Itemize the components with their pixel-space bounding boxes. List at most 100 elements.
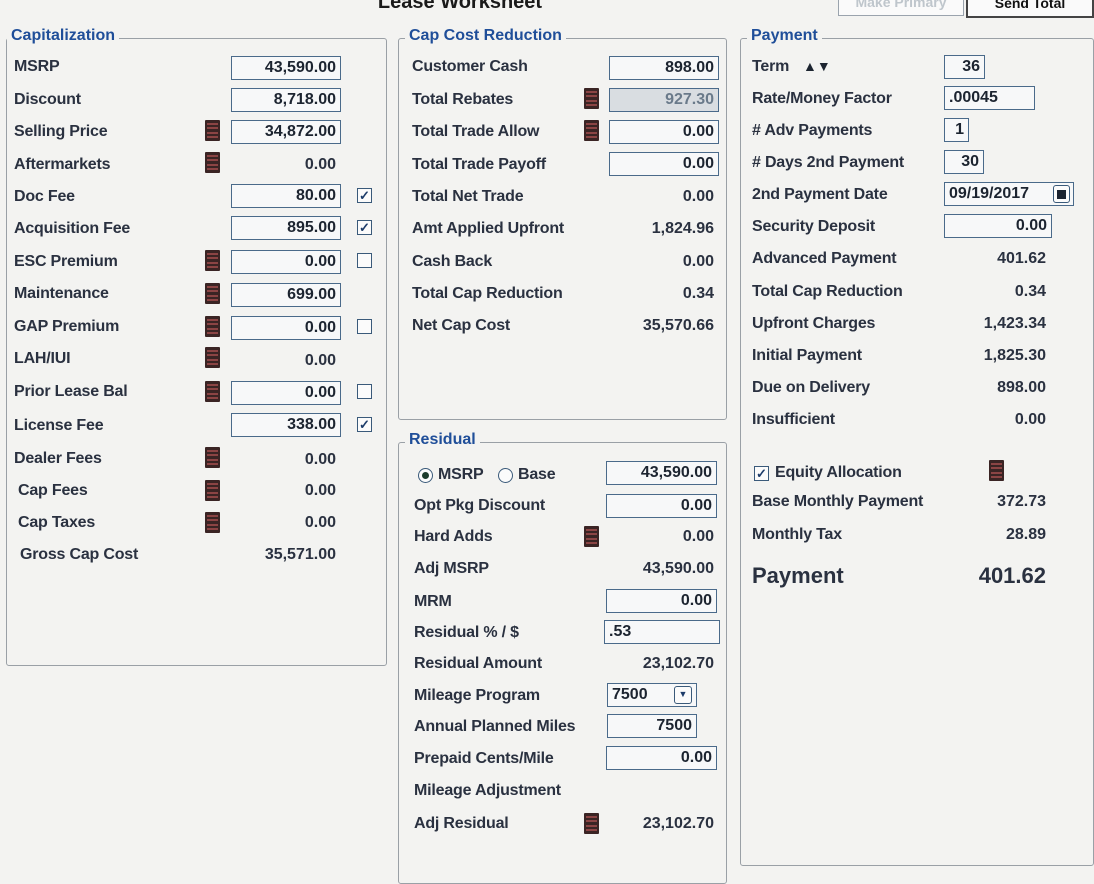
prior-lease-bal-field[interactable]: 0.00	[231, 381, 341, 405]
prior-lease-bal-label: Prior Lease Bal	[14, 383, 128, 400]
dealer-fees-calc-icon[interactable]	[205, 447, 220, 468]
initial-payment-value: 1,825.30	[983, 347, 1046, 364]
discount-field[interactable]: 8,718.00	[231, 88, 341, 112]
opt-pkg-discount-field[interactable]: 0.00	[606, 494, 717, 518]
selling-price-label: Selling Price	[14, 123, 108, 140]
maintenance-label: Maintenance	[14, 285, 109, 302]
opt-pkg-discount-label: Opt Pkg Discount	[414, 497, 546, 514]
insufficient-label: Insufficient	[752, 411, 835, 428]
monthly-tax-value: 28.89	[1005, 526, 1046, 543]
residual-msrp-option-label: MSRP	[438, 466, 484, 483]
msrp-field[interactable]: 43,590.00	[231, 56, 341, 80]
total-trade-payoff-field[interactable]: 0.00	[609, 152, 719, 176]
adj-residual-calc-icon[interactable]	[584, 813, 599, 834]
customer-cash-field[interactable]: 898.00	[609, 56, 719, 80]
discount-label: Discount	[14, 91, 81, 108]
mileage-program-label: Mileage Program	[414, 687, 540, 704]
maintenance-field[interactable]: 699.00	[231, 283, 341, 307]
days-2nd-payment-field[interactable]: 30	[944, 150, 984, 174]
cap-taxes-calc-icon[interactable]	[205, 512, 220, 533]
cash-back-value: 0.00	[682, 253, 714, 270]
due-on-delivery-value: 898.00	[997, 379, 1046, 396]
selling-price-calc-icon[interactable]	[205, 120, 220, 141]
cap-taxes-value: 0.00	[304, 514, 336, 531]
lah-iui-calc-icon[interactable]	[205, 347, 220, 368]
equity-allocation-calc-icon[interactable]	[989, 460, 1004, 481]
base-monthly-payment-label: Base Monthly Payment	[752, 493, 924, 510]
hard-adds-calc-icon[interactable]	[584, 526, 599, 547]
calendar-icon[interactable]	[1053, 185, 1070, 203]
equity-allocation-label: Equity Allocation	[775, 464, 902, 481]
prepaid-cents-mile-field[interactable]: 0.00	[606, 746, 717, 770]
days-2nd-payment-label: # Days 2nd Payment	[752, 154, 905, 171]
maintenance-calc-icon[interactable]	[205, 283, 220, 304]
aftermarkets-calc-icon[interactable]	[205, 152, 220, 173]
acquisition-fee-field[interactable]: 895.00	[231, 216, 341, 240]
gap-premium-checkbox[interactable]	[357, 319, 372, 334]
initial-payment-label: Initial Payment	[752, 347, 862, 364]
residual-pct-label: Residual % / $	[414, 624, 519, 641]
advanced-payment-label: Advanced Payment	[752, 250, 897, 267]
cap-fees-label: Cap Fees	[18, 482, 88, 499]
upfront-charges-value: 1,423.34	[983, 315, 1046, 332]
esc-premium-checkbox[interactable]	[357, 253, 372, 268]
sort-arrows-icon[interactable]: ▲▼	[803, 58, 831, 74]
capitalization-group: Capitalization	[6, 27, 387, 666]
esc-premium-calc-icon[interactable]	[205, 250, 220, 271]
esc-premium-field[interactable]: 0.00	[231, 250, 341, 274]
prepaid-cents-mile-label: Prepaid Cents/Mile	[414, 750, 554, 767]
due-on-delivery-label: Due on Delivery	[752, 379, 870, 396]
license-fee-label: License Fee	[14, 417, 104, 434]
residual-base-radio[interactable]	[498, 468, 513, 483]
prior-lease-bal-checkbox[interactable]	[357, 384, 372, 399]
monthly-tax-label: Monthly Tax	[752, 526, 842, 543]
gap-premium-field[interactable]: 0.00	[231, 316, 341, 340]
cap-fees-calc-icon[interactable]	[205, 480, 220, 501]
hard-adds-value: 0.00	[682, 528, 714, 545]
payment-legend: Payment	[747, 27, 822, 45]
send-total-button[interactable]: Send Total	[966, 0, 1094, 18]
make-primary-button[interactable]: Make Primary	[838, 0, 964, 16]
acquisition-fee-checkbox[interactable]: ✓	[357, 220, 372, 235]
total-trade-allow-calc-icon[interactable]	[584, 120, 599, 141]
total-rebates-field: 927.30	[609, 88, 719, 112]
rate-money-factor-field[interactable]: .00045	[944, 86, 1035, 110]
dealer-fees-value: 0.00	[304, 451, 336, 468]
prior-lease-bal-calc-icon[interactable]	[205, 381, 220, 402]
total-rebates-calc-icon[interactable]	[584, 88, 599, 109]
residual-pct-field[interactable]: .53	[604, 620, 720, 644]
chevron-down-icon[interactable]: ▼	[674, 686, 692, 704]
gap-premium-label: GAP Premium	[14, 318, 120, 335]
residual-amount-label: Residual Amount	[414, 655, 542, 672]
license-fee-checkbox[interactable]: ✓	[357, 417, 372, 432]
doc-fee-field[interactable]: 80.00	[231, 184, 341, 208]
second-payment-date-field[interactable]: 09/19/2017	[944, 182, 1074, 206]
mileage-adjustment-label: Mileage Adjustment	[414, 782, 561, 799]
total-trade-allow-field[interactable]: 0.00	[609, 120, 719, 144]
customer-cash-label: Customer Cash	[412, 58, 528, 75]
amt-applied-upfront-label: Amt Applied Upfront	[412, 220, 565, 237]
cap-cost-reduction-legend: Cap Cost Reduction	[405, 27, 566, 45]
net-cap-cost-label: Net Cap Cost	[412, 317, 511, 334]
selling-price-field[interactable]: 34,872.00	[231, 120, 341, 144]
gap-premium-calc-icon[interactable]	[205, 316, 220, 337]
residual-msrp-radio[interactable]	[418, 468, 433, 483]
adj-msrp-value: 43,590.00	[642, 560, 714, 577]
msrp-label: MSRP	[14, 58, 60, 75]
mrm-field[interactable]: 0.00	[606, 589, 717, 613]
doc-fee-checkbox[interactable]: ✓	[357, 188, 372, 203]
second-payment-date-label: 2nd Payment Date	[752, 186, 888, 203]
adv-payments-label: # Adv Payments	[752, 122, 873, 139]
license-fee-field[interactable]: 338.00	[231, 413, 341, 437]
rate-money-factor-label: Rate/Money Factor	[752, 90, 892, 107]
esc-premium-label: ESC Premium	[14, 253, 118, 270]
total-net-trade-value: 0.00	[682, 188, 714, 205]
residual-base-field[interactable]: 43,590.00	[606, 461, 717, 485]
equity-allocation-checkbox[interactable]: ✓	[754, 466, 769, 481]
annual-planned-miles-field[interactable]: 7500	[607, 714, 697, 738]
adv-payments-field[interactable]: 1	[944, 118, 969, 142]
acquisition-fee-label: Acquisition Fee	[14, 220, 131, 237]
term-field[interactable]: 36	[944, 55, 985, 79]
security-deposit-field[interactable]: 0.00	[944, 214, 1052, 238]
total-cap-reduction-label: Total Cap Reduction	[412, 285, 563, 302]
